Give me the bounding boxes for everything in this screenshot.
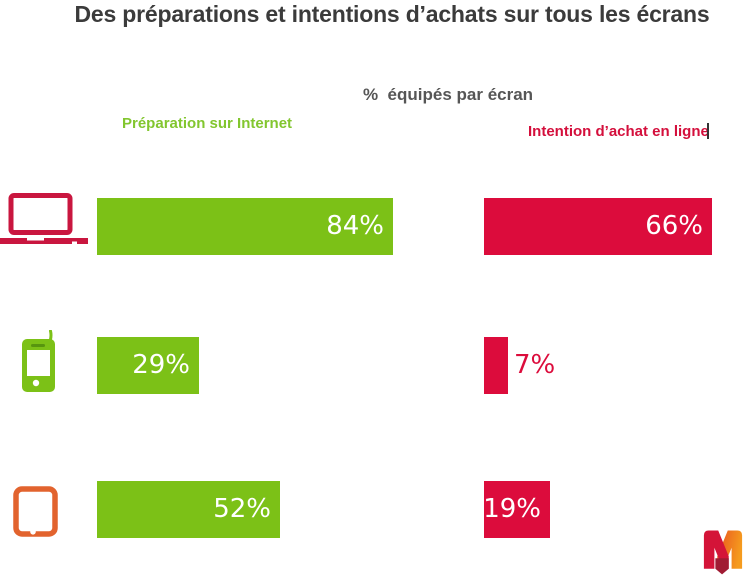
bar-preparation-mobile: 29% (97, 337, 199, 394)
m-logo-icon (702, 529, 744, 575)
bar-preparation-laptop: 84% (97, 198, 393, 255)
bar-intention-laptop: 66% (484, 198, 712, 255)
legend-intention-achat: Intention d’achat en ligne (528, 123, 709, 140)
laptop-icon (0, 193, 88, 245)
bar-value-label: 84% (326, 211, 384, 241)
text-cursor-icon (706, 123, 709, 139)
legend-intention-text: Intention d’achat en ligne (528, 123, 709, 140)
legend-preparation-internet: Préparation sur Internet (122, 115, 292, 132)
bar-value-label: 19% (483, 494, 541, 524)
mobile-phone-icon (20, 329, 58, 392)
legend-preparation-text: Préparation sur Internet (122, 115, 293, 132)
bar-value-label: 29% (132, 350, 190, 380)
bar-value-label: 52% (213, 494, 271, 524)
bar-value-label: 66% (645, 211, 703, 241)
bar-preparation-tablet: 52% (97, 481, 280, 538)
bar-intention-tablet: 19% (483, 481, 550, 538)
chart-subtitle: % équipés par écran (363, 85, 534, 104)
bar-value-label: 7% (514, 350, 556, 380)
bar-intention-mobile: 7% (484, 337, 555, 394)
chart-title: Des préparations et intentions d’achats … (74, 1, 710, 27)
tablet-icon (13, 486, 58, 537)
